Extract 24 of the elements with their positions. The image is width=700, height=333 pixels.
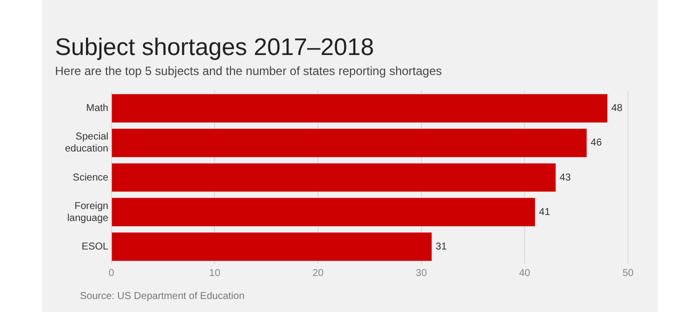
x-tick-label: 50	[622, 268, 634, 279]
bar	[112, 163, 556, 192]
x-tick-label: 30	[416, 268, 428, 279]
y-tick-label: Foreign language	[67, 200, 109, 224]
data-label: 43	[560, 172, 572, 184]
x-tick-label: 40	[519, 268, 531, 279]
data-label: 46	[590, 138, 602, 149]
bar	[112, 198, 536, 226]
bar	[112, 232, 432, 261]
x-tick-label: 0	[108, 268, 115, 279]
x-tick-label: 20	[312, 268, 324, 279]
chart-subtitle: Here are the top 5 subjects and the number of states reporting shortages	[55, 64, 442, 78]
y-tick-label: Special education	[64, 132, 108, 155]
source-note: Source: US Department of Education	[80, 291, 245, 302]
y-tick-label: ESOL	[82, 241, 109, 252]
y-tick-label: Math	[86, 103, 108, 114]
data-label: 48	[611, 103, 623, 114]
x-tick-label: 10	[209, 268, 221, 279]
y-tick-label: Science	[72, 172, 109, 184]
data-label: 31	[436, 241, 448, 252]
bar	[112, 94, 608, 122]
bar	[112, 128, 587, 158]
chart-title: Subject shortages 2017–2018	[55, 34, 374, 62]
data-label: 41	[539, 206, 551, 218]
